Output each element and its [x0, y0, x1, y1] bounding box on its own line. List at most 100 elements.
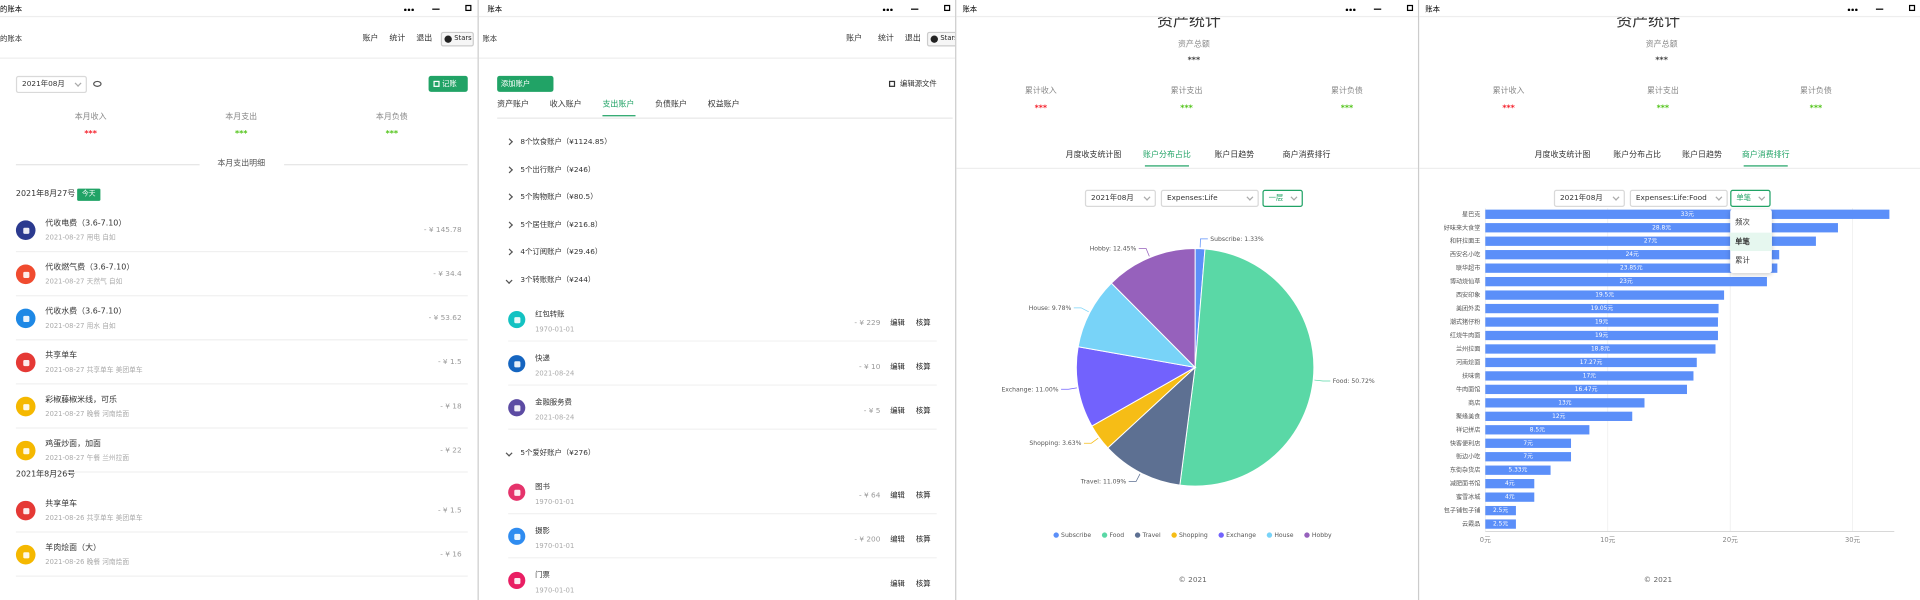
slice-label: Hobby: 12.45% — [1090, 245, 1137, 252]
edit-action[interactable]: 编辑 — [890, 362, 905, 372]
tab[interactable]: 收入账户 — [549, 99, 582, 110]
chart-tab[interactable]: 账户日趋势 — [1214, 149, 1255, 160]
total-label: 资产总额 — [1645, 39, 1678, 50]
chevron[interactable] — [506, 166, 513, 173]
legend-label: Exchange — [1226, 532, 1256, 539]
edit-action[interactable]: 编辑 — [890, 491, 905, 501]
reconcile-action[interactable]: 核算 — [915, 362, 931, 372]
menu-dot[interactable] — [886, 8, 889, 11]
minimize-button[interactable] — [1373, 8, 1382, 10]
menu-dot[interactable] — [1855, 8, 1857, 11]
account-group[interactable]: 8个饮食账户（¥1124.85） — [520, 137, 612, 147]
chart-tab[interactable]: 月度收支统计图 — [1065, 149, 1122, 160]
maximize-button[interactable] — [1908, 4, 1916, 12]
reconcile-action[interactable]: 核算 — [915, 579, 931, 589]
minimize-button[interactable] — [432, 8, 440, 10]
dropdown-option[interactable]: 累计 — [1735, 256, 1750, 265]
chevron[interactable] — [506, 138, 513, 145]
menu-dot[interactable] — [1851, 8, 1854, 11]
account-group[interactable]: 5个居住账户（¥216.8） — [520, 220, 603, 230]
menu-dot[interactable] — [404, 8, 406, 11]
chart-tab[interactable]: 月度收支统计图 — [1534, 149, 1591, 160]
account-group[interactable]: 5个爱好账户（¥276） — [520, 448, 596, 458]
edit-action[interactable]: 编辑 — [890, 407, 905, 416]
tab[interactable]: 负债账户 — [655, 99, 687, 110]
entry-title[interactable]: 共享单车 — [45, 350, 78, 361]
dropdown-option[interactable]: 频次 — [1735, 218, 1750, 228]
nav-link[interactable]: 账户 — [846, 33, 863, 43]
menu-dot[interactable] — [411, 8, 414, 11]
minimize-button[interactable] — [1875, 8, 1884, 10]
edit-source[interactable]: 编辑源文件 — [900, 80, 937, 89]
entry-title[interactable]: 羊肉烩面（大） — [45, 542, 102, 553]
select[interactable] — [1553, 189, 1625, 207]
maximize-button[interactable] — [465, 4, 472, 12]
chart-tab[interactable]: 商户消费排行 — [1282, 149, 1331, 160]
tab[interactable]: 资产账户 — [497, 99, 529, 110]
chart-tab[interactable]: 账户分布占比 — [1143, 149, 1191, 160]
entry-amount: - ¥ 1.5 — [437, 358, 462, 367]
stars-badge[interactable] — [440, 31, 474, 47]
reconcile-action[interactable]: 核算 — [915, 407, 931, 416]
bar — [1485, 250, 1780, 260]
minimize-button[interactable] — [911, 8, 919, 10]
record-button[interactable] — [428, 75, 468, 92]
edit-action[interactable]: 编辑 — [890, 318, 905, 328]
account-group[interactable]: 3个转账账户（¥244） — [520, 276, 596, 285]
entry-title[interactable]: 共享单车 — [45, 498, 78, 509]
edit-action[interactable]: 编辑 — [890, 535, 905, 545]
eye-off-icon[interactable] — [93, 80, 102, 87]
edit-action[interactable]: 编辑 — [890, 579, 905, 589]
legend-label: Food — [1109, 532, 1124, 539]
select[interactable] — [1084, 189, 1156, 207]
reconcile-action[interactable]: 核算 — [915, 318, 931, 328]
select[interactable] — [1730, 189, 1771, 207]
maximize-button[interactable] — [944, 4, 951, 12]
nav-link[interactable]: 退出 — [416, 33, 433, 43]
chart-tab[interactable]: 账户分布占比 — [1613, 149, 1662, 160]
menu-dot[interactable] — [1349, 8, 1352, 11]
bar-value-label: 23.85元 — [1620, 265, 1643, 272]
menu-dot[interactable] — [1353, 8, 1355, 11]
account-group[interactable]: 5个出行账户（¥246） — [520, 165, 596, 174]
bar-value-label: 12元 — [1552, 413, 1565, 420]
entry-amount: - ¥ 1.5 — [437, 506, 462, 515]
nav-link[interactable]: 统计 — [389, 33, 406, 43]
chevron[interactable] — [506, 449, 513, 456]
account-group[interactable]: 5个购物账户（¥80.5） — [520, 192, 598, 202]
add-account-button[interactable] — [497, 75, 554, 92]
select[interactable] — [1160, 189, 1259, 207]
menu-dot[interactable] — [890, 8, 893, 11]
nav-link[interactable]: 统计 — [877, 33, 894, 43]
tab[interactable]: 权益账户 — [707, 99, 740, 110]
entry-title[interactable]: 代收电费（3.6-7.10） — [45, 218, 127, 228]
chevron[interactable] — [506, 249, 513, 256]
nav-link[interactable]: 账户 — [362, 33, 379, 43]
tab[interactable]: 支出账户 — [602, 99, 635, 110]
dropdown-option[interactable]: 单笔 — [1735, 237, 1750, 247]
menu-dot[interactable] — [882, 8, 885, 11]
entry-title[interactable]: 彩椒藤椒米线，可乐 — [45, 394, 117, 405]
brand: 账本 — [482, 34, 498, 44]
select[interactable] — [15, 75, 87, 94]
select[interactable] — [1629, 189, 1728, 207]
entry-title[interactable]: 代收燃气费（3.6-7.10） — [45, 262, 135, 272]
maximize-button[interactable] — [1406, 4, 1414, 12]
chart-tab[interactable]: 商户消费排行 — [1741, 149, 1790, 160]
reconcile-action[interactable]: 核算 — [915, 535, 931, 545]
select[interactable] — [1262, 189, 1303, 207]
reconcile-action[interactable]: 核算 — [915, 491, 931, 501]
account-group[interactable]: 4个订阅账户（¥29.46） — [520, 248, 603, 257]
nav-link[interactable]: 退出 — [904, 33, 921, 43]
chart-tab[interactable]: 账户日趋势 — [1682, 149, 1722, 160]
entry-title[interactable]: 代收水费（3.6-7.10） — [45, 306, 127, 317]
chevron[interactable] — [506, 194, 513, 201]
chevron[interactable] — [506, 221, 513, 228]
chevron[interactable] — [506, 277, 513, 284]
menu-dot[interactable] — [1847, 8, 1850, 11]
menu-dot[interactable] — [1345, 8, 1348, 11]
dropdown-option-highlight — [1730, 232, 1772, 252]
entry-title[interactable]: 鸡蛋炒面，加面 — [45, 438, 102, 449]
entry-amount: - ¥ 16 — [440, 550, 462, 559]
menu-dot[interactable] — [407, 8, 410, 11]
